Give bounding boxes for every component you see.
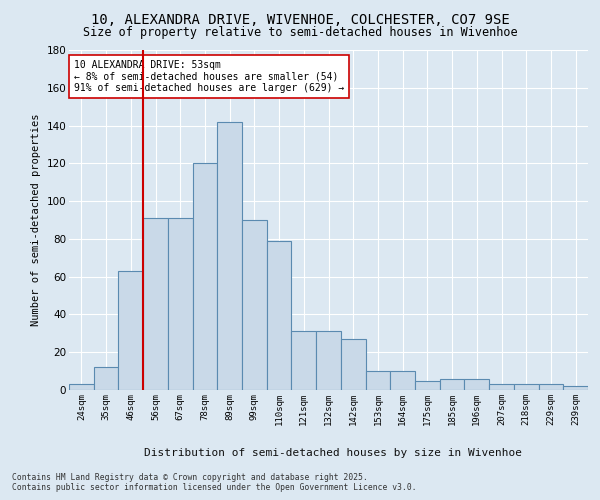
Text: Contains HM Land Registry data © Crown copyright and database right 2025.: Contains HM Land Registry data © Crown c…	[12, 472, 368, 482]
Bar	[563, 386, 588, 390]
Bar	[118, 271, 143, 390]
Bar	[94, 368, 118, 390]
Text: Distribution of semi-detached houses by size in Wivenhoe: Distribution of semi-detached houses by …	[144, 448, 522, 458]
Bar	[341, 339, 365, 390]
Bar	[316, 332, 341, 390]
Bar	[168, 218, 193, 390]
Bar	[489, 384, 514, 390]
Text: Contains public sector information licensed under the Open Government Licence v3: Contains public sector information licen…	[12, 484, 416, 492]
Bar	[242, 220, 267, 390]
Text: 10 ALEXANDRA DRIVE: 53sqm
← 8% of semi-detached houses are smaller (54)
91% of s: 10 ALEXANDRA DRIVE: 53sqm ← 8% of semi-d…	[74, 60, 344, 94]
Bar	[143, 218, 168, 390]
Text: Size of property relative to semi-detached houses in Wivenhoe: Size of property relative to semi-detach…	[83, 26, 517, 39]
Bar	[415, 380, 440, 390]
Text: 10, ALEXANDRA DRIVE, WIVENHOE, COLCHESTER, CO7 9SE: 10, ALEXANDRA DRIVE, WIVENHOE, COLCHESTE…	[91, 12, 509, 26]
Bar	[365, 371, 390, 390]
Bar	[440, 378, 464, 390]
Bar	[292, 332, 316, 390]
Y-axis label: Number of semi-detached properties: Number of semi-detached properties	[31, 114, 41, 326]
Bar	[539, 384, 563, 390]
Bar	[193, 164, 217, 390]
Bar	[514, 384, 539, 390]
Bar	[69, 384, 94, 390]
Bar	[464, 378, 489, 390]
Bar	[267, 241, 292, 390]
Bar	[217, 122, 242, 390]
Bar	[390, 371, 415, 390]
